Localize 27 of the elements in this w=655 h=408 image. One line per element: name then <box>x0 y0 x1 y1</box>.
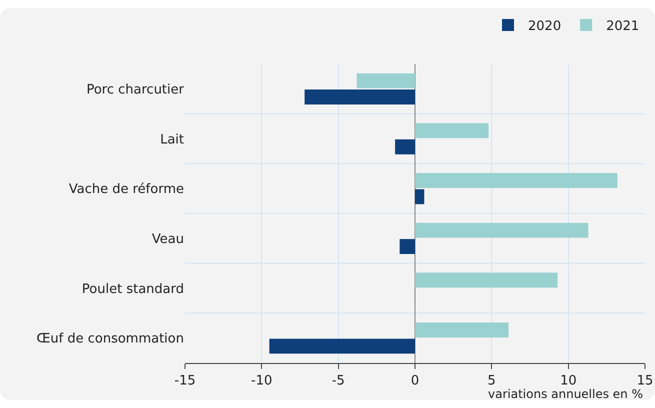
x-tick-label: 0 <box>410 374 420 389</box>
x-tick-label: 5 <box>488 374 496 389</box>
bar <box>304 90 415 104</box>
y-tick-label: Vache de réforme <box>68 182 184 198</box>
y-tick-label: Poulet standard <box>82 282 184 297</box>
legend-label: 2021 <box>606 19 640 34</box>
x-tick-label: 10 <box>560 374 577 389</box>
x-tick-label: -5 <box>332 374 345 389</box>
bar <box>415 189 424 204</box>
bar <box>356 73 415 88</box>
x-tick-label: 15 <box>636 374 654 389</box>
x-axis-title: variations annuelles en % <box>488 387 644 401</box>
bar <box>395 139 415 154</box>
bar <box>415 222 588 238</box>
bar <box>415 173 618 188</box>
x-tick-label: -15 <box>174 374 196 389</box>
bar <box>400 239 415 254</box>
legend-label: 2020 <box>528 19 562 34</box>
y-tick-label: Veau <box>152 232 184 247</box>
bar <box>415 272 558 288</box>
x-tick-label: -10 <box>251 374 272 389</box>
y-tick-label: Œuf de consommation <box>36 332 184 347</box>
y-tick-label: Lait <box>160 132 184 148</box>
bar <box>415 123 489 138</box>
bar <box>415 322 509 338</box>
bar <box>269 338 415 354</box>
y-tick-label: Porc charcutier <box>86 82 185 98</box>
